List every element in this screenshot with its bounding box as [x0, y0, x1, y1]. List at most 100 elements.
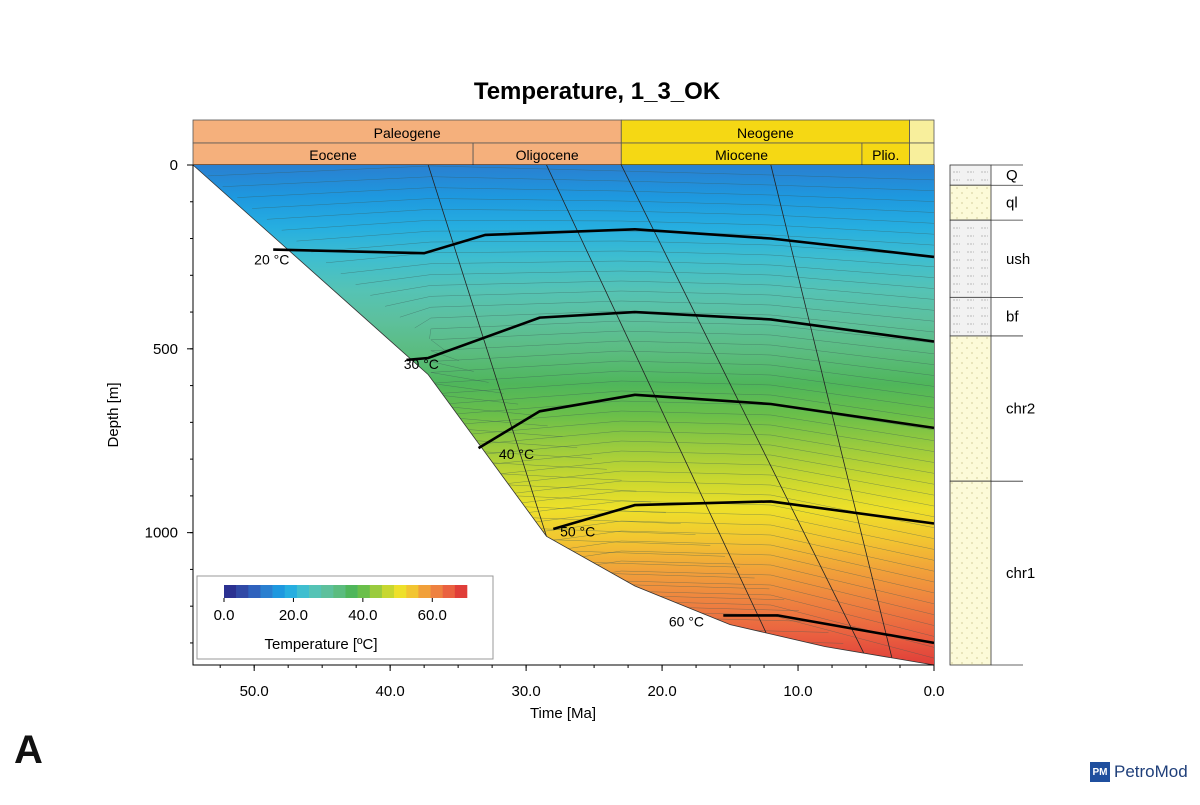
colorbar-cell — [442, 585, 456, 598]
colorbar — [224, 585, 468, 598]
formation-label: Q — [1006, 167, 1018, 184]
colorbar-cell — [381, 585, 395, 598]
x-tick-label: 0.0 — [924, 683, 945, 700]
y-axis-label: Depth [m] — [105, 382, 122, 447]
stratigraphy-label: Neogene — [737, 125, 794, 141]
y-tick-label: 0 — [170, 157, 178, 174]
layer-boundary-line — [340, 260, 934, 278]
y-tick-label: 500 — [153, 341, 178, 358]
isotherm-line — [723, 614, 935, 645]
colorbar-legend: 0.0 20.0 40.0 60.0 Temperature [ºC] — [196, 575, 494, 660]
colorbar-tick-label: 40.0 — [348, 607, 377, 624]
layer-boundary-line — [414, 310, 934, 333]
colorbar-cell — [394, 585, 407, 598]
formation-label: chr2 — [1006, 401, 1035, 418]
layer-boundary-line — [325, 250, 934, 268]
formation-cell — [949, 164, 992, 186]
formation-cell — [949, 184, 992, 221]
colorbar-cell — [333, 585, 346, 598]
event-line — [546, 165, 772, 644]
y-axis: 0 500 1000 — [145, 157, 194, 665]
colorbar-cell — [406, 585, 419, 598]
petromod-logo-text: PetroMod — [1114, 762, 1188, 781]
isotherm-label: 50 °C — [560, 523, 595, 539]
layer-boundary-line — [430, 410, 934, 441]
formation-label: ush — [1006, 251, 1030, 268]
layer-boundary-line — [430, 360, 934, 387]
isotherm-line — [552, 500, 935, 531]
layer-boundary-line — [222, 176, 934, 191]
layer-boundary-line — [237, 187, 934, 202]
layer-boundary-line — [252, 198, 934, 213]
stratigraphy-label: Oligocene — [516, 147, 579, 163]
event-line — [620, 165, 867, 658]
stratigraphy-label: Paleogene — [374, 125, 441, 141]
layer-boundary-line — [430, 390, 934, 420]
colorbar-cell — [272, 585, 286, 598]
layer-boundary-line — [311, 240, 934, 257]
colorbar-cell — [454, 585, 468, 598]
panel-label: A — [14, 728, 43, 772]
x-axis: 50.0 40.0 30.0 20.0 10.0 0.0 — [193, 664, 945, 700]
colorbar-tick-label: 20.0 — [279, 607, 308, 624]
layer-boundary-line — [355, 270, 934, 289]
colorbar-tick-label: 60.0 — [418, 607, 447, 624]
formation-cell — [949, 480, 992, 666]
colorbar-cell — [357, 585, 371, 598]
isotherm-line — [406, 310, 935, 362]
isotherm-label: 40 °C — [499, 446, 534, 462]
layer-boundary-line — [266, 209, 934, 224]
colorbar-cell — [430, 585, 443, 598]
stratigraphy-cell — [909, 142, 935, 166]
layer-boundary-line — [430, 400, 934, 431]
basement-boundary — [192, 164, 935, 666]
colorbar-cell — [369, 585, 383, 598]
stratigraphy-epoch-row: Eocene Oligocene Miocene Plio. — [192, 142, 935, 166]
colorbar-cell — [345, 585, 358, 598]
colorbar-cell — [224, 585, 237, 598]
event-line — [427, 165, 547, 537]
isotherm-line — [273, 227, 935, 259]
colorbar-cell — [284, 585, 298, 598]
layer-boundary-line — [430, 370, 934, 398]
layer-boundary-line — [430, 330, 934, 355]
stratigraphy-label: Eocene — [309, 147, 357, 163]
colorbar-cell — [309, 585, 322, 598]
layer-boundary-line — [429, 320, 934, 344]
isotherm-label: 30 °C — [404, 356, 439, 372]
colorbar-cell — [260, 585, 273, 598]
x-tick-label: 10.0 — [783, 683, 812, 700]
stratigraphy-period-row: Paleogene Neogene — [192, 119, 935, 144]
layer-boundary-line — [370, 280, 934, 300]
x-tick-label: 20.0 — [647, 683, 676, 700]
stratigraphy-cell — [909, 119, 935, 144]
formation-label: chr1 — [1006, 565, 1035, 582]
colorbar-cell — [296, 585, 310, 598]
x-axis-label: Time [Ma] — [530, 705, 596, 722]
layer-boundary-line — [430, 420, 934, 452]
isotherm-label: 60 °C — [669, 613, 704, 629]
isotherms: 20 °C 30 °C 40 °C 50 °C 60 °C — [254, 227, 935, 645]
stratigraphy-label: Miocene — [715, 147, 768, 163]
formation-cell — [949, 335, 992, 482]
layer-boundary-line — [385, 290, 934, 311]
isotherm-line — [477, 393, 935, 450]
colorbar-cell — [321, 585, 334, 598]
formation-label: bf — [1006, 309, 1019, 326]
formation-column: Qql ush bf chr2 chr1 — [949, 164, 1035, 666]
chart-title: Temperature, 1_3_OK — [474, 78, 721, 105]
colorbar-cell — [418, 585, 431, 598]
x-tick-label: 50.0 — [240, 683, 269, 700]
colorbar-cell — [248, 585, 261, 598]
layer-boundary-line — [430, 350, 934, 376]
formation-cell — [949, 296, 992, 337]
colorbar-tick-label: 0.0 — [214, 607, 235, 624]
petromod-logo: PM PetroMod — [1090, 762, 1188, 782]
x-tick-label: 40.0 — [376, 683, 405, 700]
formation-label: ql — [1006, 195, 1018, 212]
petromod-logo-icon: PM — [1090, 762, 1110, 782]
layer-boundary-line — [281, 219, 934, 235]
stratigraphy-label: Plio. — [872, 147, 899, 163]
